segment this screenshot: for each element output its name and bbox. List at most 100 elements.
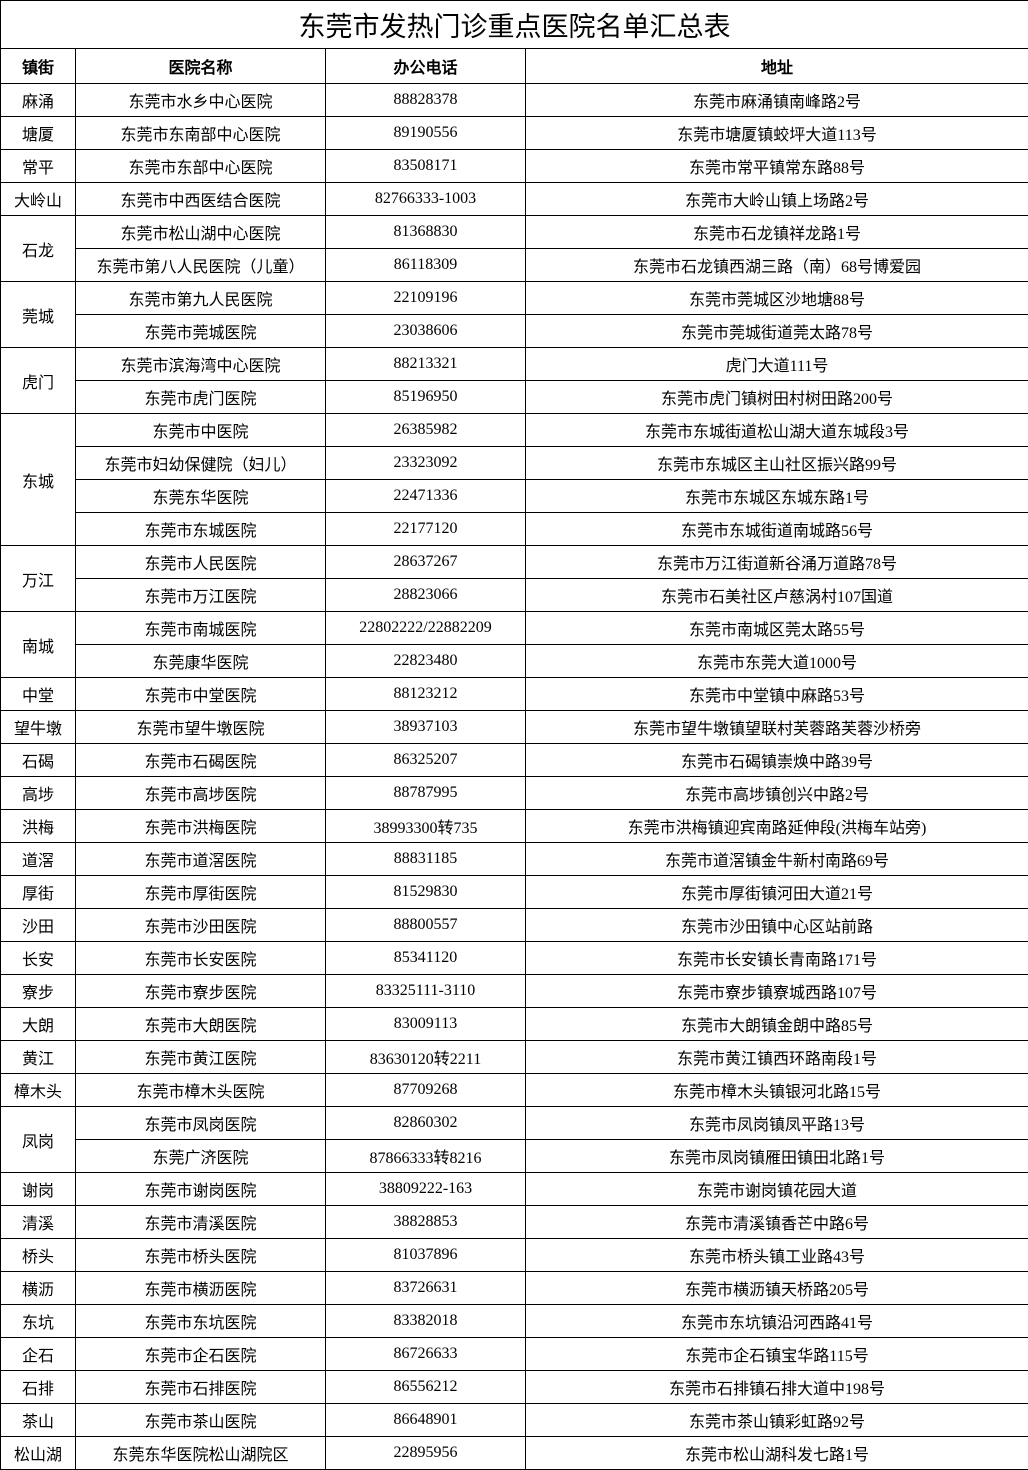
hospital-cell: 东莞市石排医院 xyxy=(76,1371,326,1404)
hospital-cell: 东莞市东南部中心医院 xyxy=(76,117,326,150)
town-cell: 茶山 xyxy=(1,1404,76,1437)
table-row: 企石东莞市企石医院86726633东莞市企石镇宝华路115号 xyxy=(1,1338,1028,1371)
town-cell: 谢岗 xyxy=(1,1173,76,1206)
table-row: 东莞东华医院22471336东莞市东城区东城东路1号 xyxy=(1,480,1028,513)
table-row: 寮步东莞市寮步医院83325111-3110东莞市寮步镇寮城西路107号 xyxy=(1,975,1028,1008)
address-cell: 东莞市高埗镇创兴中路2号 xyxy=(526,777,1028,810)
phone-cell: 22802222/22882209 xyxy=(326,612,526,645)
hospital-cell: 东莞市茶山医院 xyxy=(76,1404,326,1437)
phone-cell: 85341120 xyxy=(326,942,526,975)
table-row: 石碣东莞市石碣医院86325207东莞市石碣镇崇焕中路39号 xyxy=(1,744,1028,777)
hospital-cell: 东莞市桥头医院 xyxy=(76,1239,326,1272)
hospital-cell: 东莞市谢岗医院 xyxy=(76,1173,326,1206)
address-cell: 东莞市石龙镇西湖三路（南）68号博爱园 xyxy=(526,249,1028,282)
phone-cell: 26385982 xyxy=(326,414,526,447)
hospital-cell: 东莞市道滘医院 xyxy=(76,843,326,876)
address-cell: 东莞市沙田镇中心区站前路 xyxy=(526,909,1028,942)
hospital-cell: 东莞市妇幼保健院（妇儿） xyxy=(76,447,326,480)
phone-cell: 83009113 xyxy=(326,1008,526,1041)
phone-cell: 22177120 xyxy=(326,513,526,546)
town-cell: 清溪 xyxy=(1,1206,76,1239)
table-row: 东莞市东城医院22177120东莞市东城街道南城路56号 xyxy=(1,513,1028,546)
town-cell: 道滘 xyxy=(1,843,76,876)
address-cell: 东莞市东莞大道1000号 xyxy=(526,645,1028,678)
hospital-cell: 东莞市第八人民医院（儿童） xyxy=(76,249,326,282)
address-cell: 东莞市长安镇长青南路171号 xyxy=(526,942,1028,975)
table-row: 东坑东莞市东坑医院83382018东莞市东坑镇沿河西路41号 xyxy=(1,1305,1028,1338)
table-row: 石排东莞市石排医院86556212东莞市石排镇石排大道中198号 xyxy=(1,1371,1028,1404)
table-row: 道滘东莞市道滘医院88831185东莞市道滘镇金牛新村南路69号 xyxy=(1,843,1028,876)
table-row: 塘厦东莞市东南部中心医院89190556东莞市塘厦镇蛟坪大道113号 xyxy=(1,117,1028,150)
table-row: 沙田东莞市沙田医院88800557东莞市沙田镇中心区站前路 xyxy=(1,909,1028,942)
hospital-cell: 东莞市望牛墩医院 xyxy=(76,711,326,744)
address-cell: 东莞市厚街镇河田大道21号 xyxy=(526,876,1028,909)
town-cell: 东城 xyxy=(1,414,76,546)
phone-cell: 38993300转735 xyxy=(326,810,526,843)
town-cell: 桥头 xyxy=(1,1239,76,1272)
table-row: 厚街东莞市厚街医院81529830东莞市厚街镇河田大道21号 xyxy=(1,876,1028,909)
address-cell: 东莞市洪梅镇迎宾南路延伸段(洪梅车站旁) xyxy=(526,810,1028,843)
town-cell: 麻涌 xyxy=(1,84,76,117)
hospital-cell: 东莞市石碣医院 xyxy=(76,744,326,777)
phone-cell: 28637267 xyxy=(326,546,526,579)
hospital-cell: 东莞市清溪医院 xyxy=(76,1206,326,1239)
hospital-cell: 东莞市中堂医院 xyxy=(76,678,326,711)
table-row: 万江东莞市人民医院28637267东莞市万江街道新谷涌万道路78号 xyxy=(1,546,1028,579)
hospital-cell: 东莞市松山湖中心医院 xyxy=(76,216,326,249)
table-row: 东莞广济医院87866333转8216东莞市凤岗镇雁田镇田北路1号 xyxy=(1,1140,1028,1173)
hospital-cell: 东莞市企石医院 xyxy=(76,1338,326,1371)
hospital-cell: 东莞市东坑医院 xyxy=(76,1305,326,1338)
address-cell: 东莞市东坑镇沿河西路41号 xyxy=(526,1305,1028,1338)
address-cell: 东莞市石碣镇崇焕中路39号 xyxy=(526,744,1028,777)
address-cell: 东莞市塘厦镇蛟坪大道113号 xyxy=(526,117,1028,150)
phone-cell: 83325111-3110 xyxy=(326,975,526,1008)
town-cell: 石碣 xyxy=(1,744,76,777)
town-cell: 望牛墩 xyxy=(1,711,76,744)
phone-cell: 23323092 xyxy=(326,447,526,480)
address-cell: 东莞市东城街道南城路56号 xyxy=(526,513,1028,546)
table-row: 黄江东莞市黄江医院83630120转2211东莞市黄江镇西环路南段1号 xyxy=(1,1041,1028,1074)
town-cell: 大朗 xyxy=(1,1008,76,1041)
town-cell: 常平 xyxy=(1,150,76,183)
phone-cell: 86556212 xyxy=(326,1371,526,1404)
town-cell: 沙田 xyxy=(1,909,76,942)
table-row: 东莞市第八人民医院（儿童）86118309东莞市石龙镇西湖三路（南）68号博爱园 xyxy=(1,249,1028,282)
town-cell: 塘厦 xyxy=(1,117,76,150)
hospital-cell: 东莞市水乡中心医院 xyxy=(76,84,326,117)
table-title: 东莞市发热门诊重点医院名单汇总表 xyxy=(1,1,1028,49)
phone-cell: 22109196 xyxy=(326,282,526,315)
address-cell: 东莞市万江街道新谷涌万道路78号 xyxy=(526,546,1028,579)
phone-cell: 88828378 xyxy=(326,84,526,117)
address-cell: 东莞市谢岗镇花园大道 xyxy=(526,1173,1028,1206)
column-header-3: 地址 xyxy=(526,49,1028,84)
address-cell: 东莞市茶山镇彩虹路92号 xyxy=(526,1404,1028,1437)
phone-cell: 86118309 xyxy=(326,249,526,282)
phone-cell: 81037896 xyxy=(326,1239,526,1272)
town-cell: 南城 xyxy=(1,612,76,678)
address-cell: 东莞市东城街道松山湖大道东城段3号 xyxy=(526,414,1028,447)
phone-cell: 86648901 xyxy=(326,1404,526,1437)
town-cell: 长安 xyxy=(1,942,76,975)
table-row: 南城东莞市南城医院22802222/22882209东莞市南城区莞太路55号 xyxy=(1,612,1028,645)
phone-cell: 38828853 xyxy=(326,1206,526,1239)
phone-cell: 83382018 xyxy=(326,1305,526,1338)
town-cell: 东坑 xyxy=(1,1305,76,1338)
address-cell: 东莞市松山湖科发七路1号 xyxy=(526,1437,1028,1470)
town-cell: 高埗 xyxy=(1,777,76,810)
town-cell: 万江 xyxy=(1,546,76,612)
table-row: 横沥东莞市横沥医院83726631东莞市横沥镇天桥路205号 xyxy=(1,1272,1028,1305)
address-cell: 东莞市清溪镇香芒中路6号 xyxy=(526,1206,1028,1239)
table-row: 长安东莞市长安医院85341120东莞市长安镇长青南路171号 xyxy=(1,942,1028,975)
town-cell: 凤岗 xyxy=(1,1107,76,1173)
town-cell: 莞城 xyxy=(1,282,76,348)
address-cell: 东莞市横沥镇天桥路205号 xyxy=(526,1272,1028,1305)
column-header-1: 医院名称 xyxy=(76,49,326,84)
phone-cell: 88123212 xyxy=(326,678,526,711)
phone-cell: 83508171 xyxy=(326,150,526,183)
phone-cell: 82766333-1003 xyxy=(326,183,526,216)
hospital-cell: 东莞市滨海湾中心医院 xyxy=(76,348,326,381)
address-cell: 东莞市大朗镇金朗中路85号 xyxy=(526,1008,1028,1041)
hospital-cell: 东莞市万江医院 xyxy=(76,579,326,612)
town-cell: 石排 xyxy=(1,1371,76,1404)
hospital-cell: 东莞市东城医院 xyxy=(76,513,326,546)
